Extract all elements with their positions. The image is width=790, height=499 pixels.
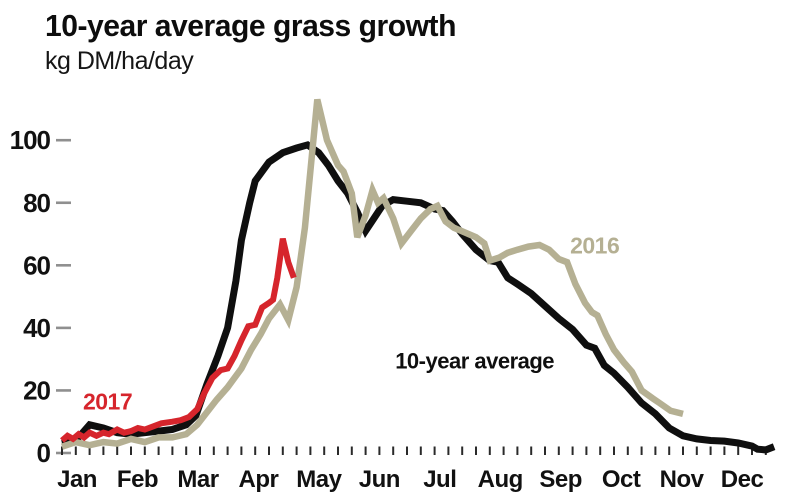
month-label-apr: Apr <box>238 466 278 493</box>
month-label-oct: Oct <box>602 466 641 493</box>
month-label-nov: Nov <box>660 466 705 493</box>
y-axis-unit-label: kg DM/ha/day <box>45 47 194 75</box>
y-tick-label: 60 <box>23 250 50 280</box>
y-tick-label: 0 <box>37 438 51 468</box>
month-label-mar: Mar <box>177 466 218 493</box>
month-label-jul: Jul <box>423 466 456 493</box>
y-tick-label: 100 <box>10 125 51 155</box>
series-label-2017: 2017 <box>83 389 132 415</box>
y-tick-label: 20 <box>23 375 50 405</box>
series-label-2016: 2016 <box>570 232 619 258</box>
chart-title: 10-year average grass growth <box>45 8 456 43</box>
y-tick-label: 80 <box>23 188 50 218</box>
month-label-jan: Jan <box>57 466 97 493</box>
series-line-10-year-average <box>61 141 776 454</box>
chart-header: 10-year average grass growth kg DM/ha/da… <box>45 8 469 76</box>
month-label-may: May <box>296 466 342 493</box>
series-line-2016 <box>60 98 684 450</box>
month-label-sep: Sep <box>539 466 582 493</box>
month-label-dec: Dec <box>721 466 764 493</box>
series-label-10-year-average: 10-year average <box>395 349 554 374</box>
month-label-aug: Aug <box>478 466 523 493</box>
series-line-2017 <box>60 238 297 443</box>
month-label-feb: Feb <box>117 466 158 493</box>
month-label-jun: Jun <box>359 466 400 493</box>
y-tick-label: 40 <box>23 313 50 343</box>
